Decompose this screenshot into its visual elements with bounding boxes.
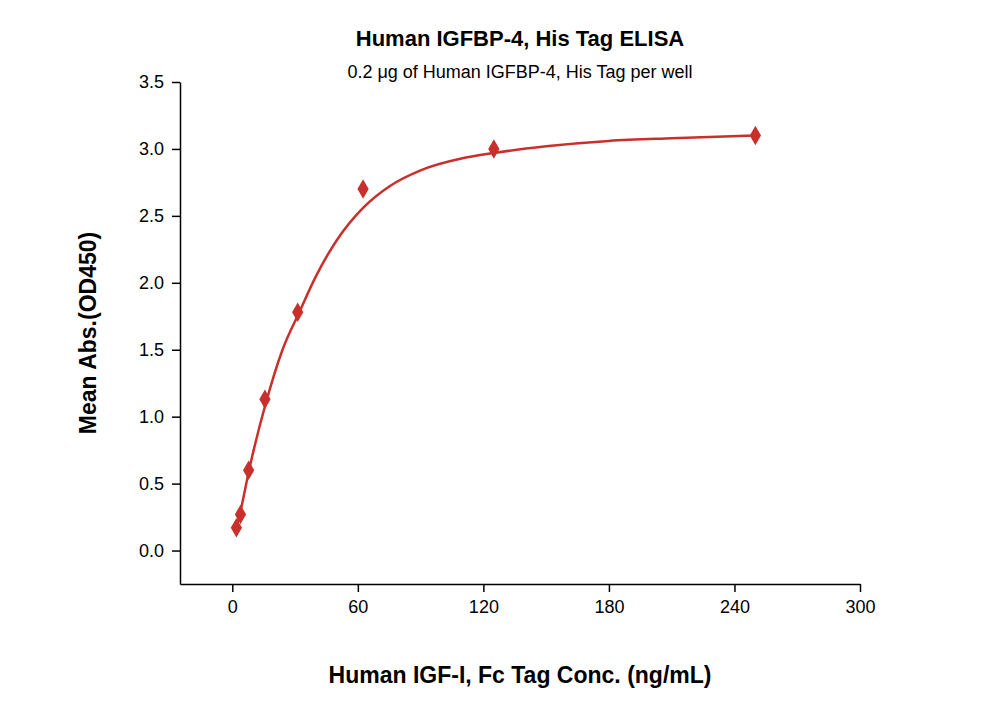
tick: 300: [845, 584, 875, 617]
tick-label: 120: [469, 597, 499, 617]
tick-mark: [609, 584, 611, 592]
tick-label: 300: [845, 597, 875, 617]
data-point: [488, 139, 499, 159]
tick: 1.5: [139, 340, 180, 360]
tick: 3.0: [139, 139, 180, 159]
tick-mark: [860, 584, 862, 592]
tick-mark: [172, 283, 180, 285]
data-point: [243, 460, 254, 480]
axis-line: [180, 83, 182, 585]
tick: 0.0: [139, 541, 180, 561]
tick-label: 1.5: [139, 340, 164, 360]
tick-label: 1.0: [139, 407, 164, 427]
data-point: [235, 505, 246, 525]
axis-line: [181, 584, 861, 586]
tick-mark: [232, 584, 234, 592]
tick-label: 0: [228, 597, 238, 617]
tick: 0: [228, 584, 238, 617]
tick: 3.5: [139, 72, 180, 92]
data-point: [292, 302, 303, 322]
tick-mark: [483, 584, 485, 592]
chart: Human IGFBP-4, His Tag ELISA 0.2 μg of Hu…: [0, 0, 1000, 702]
x-axis: 0 60 120 180 240 300: [181, 584, 876, 617]
y-axis: 0.0 0.5 1.0 1.5 2.0 2.5 3.0 3.5: [139, 72, 181, 584]
tick: 120: [469, 584, 499, 617]
tick: 1.0: [139, 407, 180, 427]
tick-mark: [172, 550, 180, 552]
tick-mark: [172, 416, 180, 418]
tick-label: 2.0: [139, 273, 164, 293]
tick-label: 2.5: [139, 206, 164, 226]
title: Human IGFBP-4, His Tag ELISA: [356, 26, 685, 51]
tick-mark: [172, 349, 180, 351]
tick-label: 0.5: [139, 474, 164, 494]
tick: 180: [594, 584, 624, 617]
plot-area: [231, 126, 761, 538]
tick-mark: [734, 584, 736, 592]
tick: 0.5: [139, 474, 180, 494]
tick-mark: [172, 216, 180, 218]
tick: 60: [348, 584, 368, 617]
data-point: [259, 390, 270, 410]
tick: 2.0: [139, 273, 180, 293]
tick-label: 60: [348, 597, 368, 617]
data-point: [357, 179, 368, 199]
tick-mark: [358, 584, 360, 592]
data-point: [750, 126, 761, 146]
tick-label: 3.5: [139, 72, 164, 92]
tick-mark: [172, 149, 180, 151]
tick-label: 180: [594, 597, 624, 617]
tick-mark: [172, 483, 180, 485]
y-axis-title: Mean Abs.(OD450): [75, 232, 101, 434]
tick-label: 0.0: [139, 541, 164, 561]
tick: 240: [720, 584, 750, 617]
tick-label: 240: [720, 597, 750, 617]
tick-label: 3.0: [139, 139, 164, 159]
fit-line: [236, 136, 755, 528]
tick-mark: [172, 82, 180, 84]
subtitle: 0.2 μg of Human IGFBP-4, His Tag per wel…: [347, 62, 692, 82]
tick: 2.5: [139, 206, 180, 226]
x-axis-title: Human IGF-I, Fc Tag Conc. (ng/mL): [329, 662, 712, 688]
